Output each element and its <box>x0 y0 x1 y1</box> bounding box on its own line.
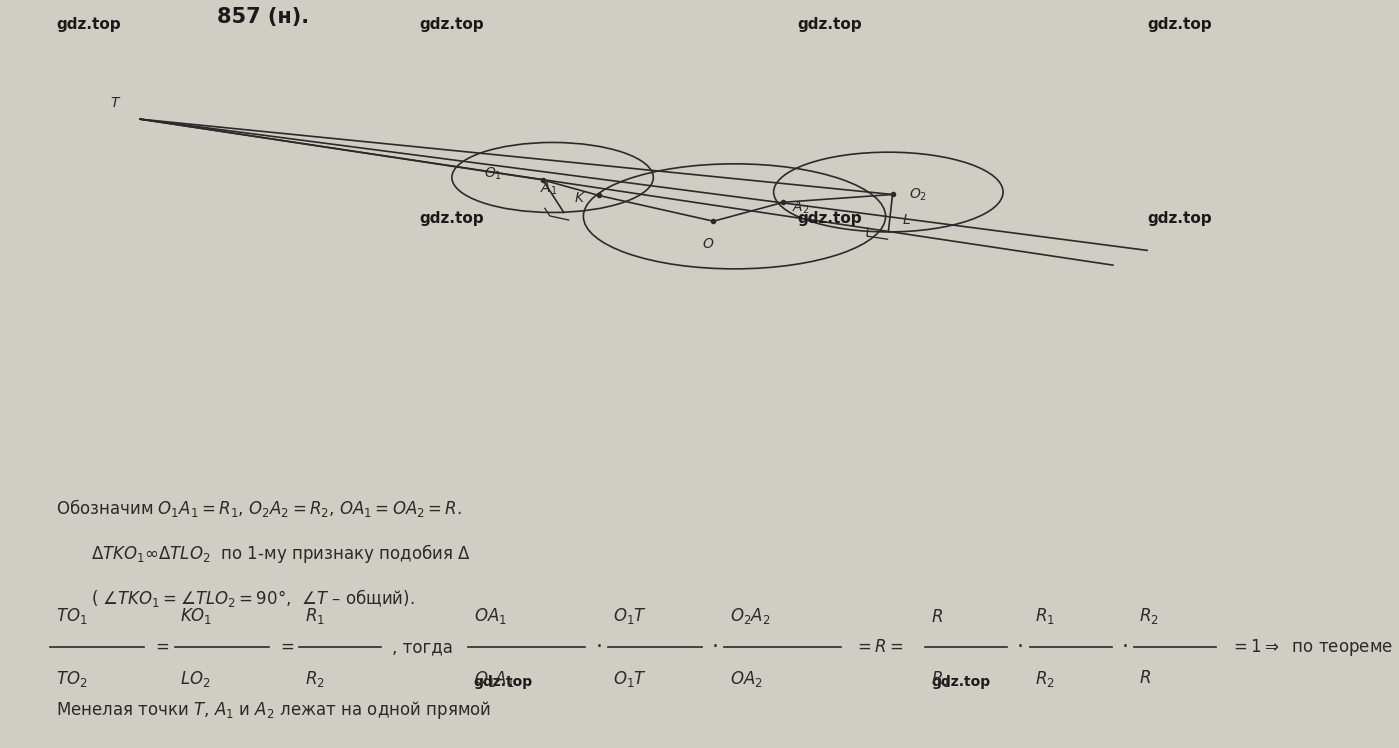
Text: $O_1T$: $O_1T$ <box>614 669 648 690</box>
Text: $O_1A_1$: $O_1A_1$ <box>473 669 515 690</box>
Text: gdz.top: gdz.top <box>1147 211 1212 227</box>
Text: gdz.top: gdz.top <box>797 211 862 227</box>
Text: O: O <box>702 237 713 251</box>
Text: $\Delta TKO_1\infty\Delta TLO_2$  по 1-му признаку подобия $\Delta$: $\Delta TKO_1\infty\Delta TLO_2$ по 1-му… <box>91 542 470 565</box>
Text: $R_2$: $R_2$ <box>1139 606 1160 626</box>
Text: gdz.top: gdz.top <box>420 211 484 227</box>
Text: $TO_1$: $TO_1$ <box>56 606 88 626</box>
Text: $R_2$: $R_2$ <box>305 669 325 690</box>
Text: $R$: $R$ <box>1139 669 1151 687</box>
Text: $O_2$: $O_2$ <box>909 186 928 203</box>
Text: $OA_1$: $OA_1$ <box>473 606 506 626</box>
Text: gdz.top: gdz.top <box>473 675 533 690</box>
Text: T: T <box>111 96 119 110</box>
Text: 857 (н).: 857 (н). <box>217 7 309 27</box>
Text: , тогда: , тогда <box>392 638 453 656</box>
Text: $A_2$: $A_2$ <box>792 200 809 216</box>
Text: $R$: $R$ <box>932 608 943 626</box>
Text: K: K <box>575 191 585 205</box>
Text: gdz.top: gdz.top <box>797 16 862 32</box>
Text: =: = <box>280 638 294 656</box>
Text: $LO_2$: $LO_2$ <box>180 669 211 690</box>
Text: $R_1$: $R_1$ <box>305 606 325 626</box>
Text: =: = <box>155 638 169 656</box>
Text: $O_2A_2$: $O_2A_2$ <box>730 606 771 626</box>
Text: $= 1 \Rightarrow$  по теореме: $= 1 \Rightarrow$ по теореме <box>1230 637 1393 657</box>
Text: ( $\angle TKO_1 = \angle TLO_2 = 90°$,  $\angle T$ – общий).: ( $\angle TKO_1 = \angle TLO_2 = 90°$, $… <box>91 587 414 609</box>
Text: $O_1$: $O_1$ <box>484 165 502 182</box>
Text: gdz.top: gdz.top <box>932 675 990 690</box>
Text: ·: · <box>596 637 603 657</box>
Text: Обозначим $O_1A_1 = R_1$, $O_2A_2 = R_2$, $OA_1 = OA_2 = R$.: Обозначим $O_1A_1 = R_1$, $O_2A_2 = R_2$… <box>56 497 462 519</box>
Text: $OA_2$: $OA_2$ <box>730 669 762 690</box>
Text: ·: · <box>1121 637 1129 657</box>
Text: ·: · <box>1017 637 1024 657</box>
Text: $R_1$: $R_1$ <box>932 669 951 690</box>
Text: $= R =$: $= R =$ <box>853 638 904 656</box>
Text: L: L <box>902 213 911 227</box>
Text: gdz.top: gdz.top <box>56 16 120 32</box>
Text: $O_1T$: $O_1T$ <box>614 606 648 626</box>
Text: ·: · <box>712 637 719 657</box>
Text: $TO_2$: $TO_2$ <box>56 669 88 690</box>
Text: $R_1$: $R_1$ <box>1035 606 1055 626</box>
Text: Менелая точки $T$, $A_1$ и $A_2$ лежат на одной прямой: Менелая точки $T$, $A_1$ и $A_2$ лежат н… <box>56 699 491 721</box>
Text: $KO_1$: $KO_1$ <box>180 606 213 626</box>
Text: gdz.top: gdz.top <box>420 16 484 32</box>
Text: $R_2$: $R_2$ <box>1035 669 1055 690</box>
Text: $A_1$: $A_1$ <box>540 181 557 197</box>
Text: gdz.top: gdz.top <box>1147 16 1212 32</box>
